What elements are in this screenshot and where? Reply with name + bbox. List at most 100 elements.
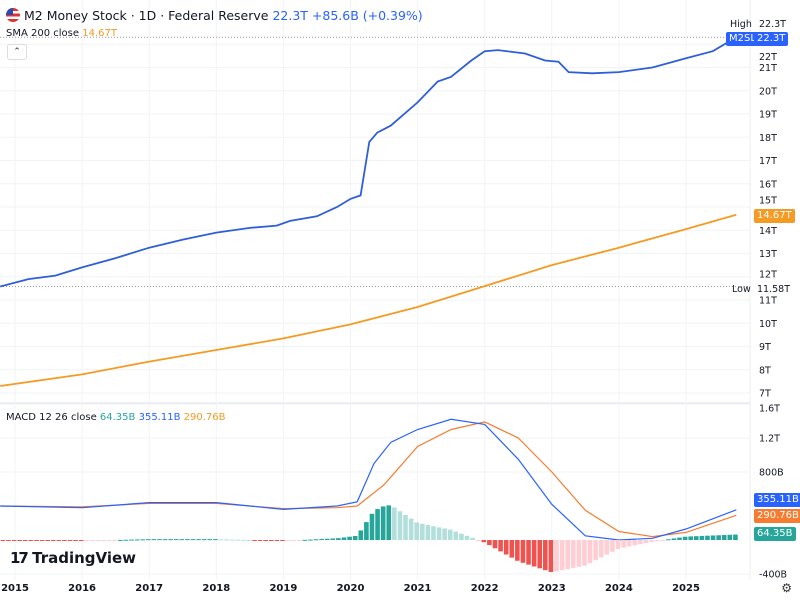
macd-signal-line[interactable]: [0, 421, 737, 538]
histogram-bar: [509, 540, 515, 558]
histogram-bar: [308, 539, 313, 541]
histogram-bar: [453, 531, 459, 540]
histogram-bar: [313, 539, 319, 541]
histogram-bar: [90, 540, 95, 541]
histogram-bar: [710, 535, 716, 540]
price-tick: 10T: [759, 319, 777, 330]
histogram-bar: [688, 536, 693, 540]
price-tick: 14T: [759, 226, 777, 237]
high-label: High: [730, 19, 752, 30]
price-tick: 12T: [759, 269, 777, 280]
histogram-bar: [526, 540, 531, 565]
histogram-bar: [95, 540, 101, 541]
histogram-bar: [677, 537, 682, 540]
time-tick: 2021: [404, 583, 432, 594]
histogram-bar: [626, 540, 632, 547]
time-tick: 2018: [202, 583, 230, 594]
low-label: Low: [732, 284, 751, 295]
time-tick: 2016: [68, 583, 96, 594]
histogram-bar: [408, 518, 414, 540]
histogram-bar: [386, 505, 392, 540]
histogram-bar: [660, 540, 666, 541]
histogram-bar: [341, 537, 347, 540]
histogram-bar: [173, 539, 179, 541]
time-tick: 2017: [135, 583, 163, 594]
macd-value: 355.11B: [138, 412, 181, 423]
histogram-bar: [671, 538, 677, 540]
time-tick: 2019: [269, 583, 297, 594]
sma-line[interactable]: [0, 213, 737, 387]
sma-value: 14.67T: [82, 28, 117, 39]
last-price-tag: 22.3T: [754, 32, 789, 46]
histogram-bar: [565, 540, 570, 570]
macd-histogram: [0, 505, 738, 573]
price-tick: 17T: [759, 156, 777, 167]
collapse-legend-button[interactable]: ⌃: [7, 44, 27, 60]
histogram-bar: [168, 539, 173, 541]
histogram-bar: [229, 539, 235, 541]
histogram-bar: [419, 523, 425, 540]
histogram-bar: [537, 540, 543, 569]
histogram-bar: [431, 526, 436, 540]
histogram-bar: [269, 540, 274, 541]
symbol-tag: M2SL: [726, 32, 759, 46]
settings-gear-icon[interactable]: ⚙: [781, 581, 792, 595]
high-value: 22.3T: [759, 19, 786, 30]
macd-line[interactable]: [0, 418, 737, 541]
macd-label: MACD 12 26 close: [6, 412, 97, 423]
histogram-bar: [84, 540, 90, 541]
histogram-bar: [257, 540, 263, 541]
histogram-bar: [157, 539, 162, 541]
histogram-bar: [246, 539, 252, 541]
time-tick: 2023: [538, 583, 566, 594]
histogram-bar: [241, 539, 246, 541]
time-tick: 2024: [605, 583, 633, 594]
histogram-bar: [727, 534, 733, 540]
us-flag-icon: [6, 8, 20, 22]
histogram-bar: [118, 539, 123, 541]
low-value: 11.58T: [757, 284, 790, 295]
price-tick: 13T: [759, 249, 777, 260]
price-tick: 8T: [759, 365, 771, 376]
histogram-bar: [22, 540, 28, 541]
macd-legend[interactable]: MACD 12 26 close 64.35B 355.11B 290.76B: [6, 412, 226, 423]
macd-tick: -400B: [759, 570, 787, 581]
histogram-bar: [543, 540, 548, 571]
histogram-bar: [352, 536, 358, 540]
price-tick: 22T: [759, 52, 777, 63]
histogram-bar: [162, 539, 168, 541]
histogram-bar: [682, 536, 688, 540]
tradingview-logo[interactable]: 17 TradingView: [10, 549, 137, 567]
histogram-bar: [716, 535, 721, 540]
histogram-bar: [112, 540, 118, 541]
price-tick: 9T: [759, 342, 771, 353]
histogram-bar: [643, 540, 649, 544]
histogram-bar: [721, 535, 727, 540]
macd-tag: 355.11B: [754, 493, 800, 507]
symbol-legend[interactable]: M2 Money Stock · 1D · Federal Reserve 22…: [6, 8, 423, 23]
histogram-bar: [492, 540, 498, 549]
histogram-bar: [604, 540, 610, 555]
histogram-bar: [62, 540, 67, 541]
histogram-bar: [487, 540, 492, 546]
price-tick: 19T: [759, 110, 777, 121]
histogram-bar: [134, 539, 140, 541]
m2-line[interactable]: [0, 36, 737, 288]
histogram-bar: [447, 529, 453, 540]
histogram-bar: [380, 506, 386, 540]
histogram-bar: [347, 536, 352, 540]
histogram-bar: [201, 539, 207, 541]
histogram-bar: [302, 539, 308, 541]
signal-tag: 290.76B: [754, 509, 800, 523]
histogram-bar: [11, 540, 17, 541]
histogram-bar: [632, 540, 638, 546]
histogram-bar: [593, 540, 598, 561]
histogram-bar: [56, 540, 62, 541]
price-tick: 18T: [759, 133, 777, 144]
histogram-bar: [464, 535, 470, 540]
histogram-bar: [666, 539, 671, 541]
last-value: 22.3T: [272, 8, 308, 23]
histogram-bar: [548, 540, 554, 573]
sma-legend[interactable]: SMA 200 close 14.67T: [6, 28, 117, 39]
